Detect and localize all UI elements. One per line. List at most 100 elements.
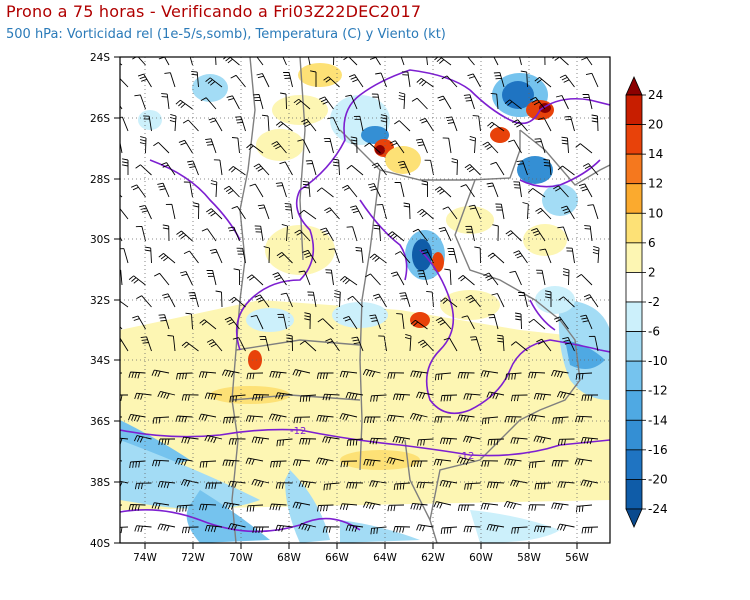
wind-barb [246,143,264,154]
wind-barb [369,480,387,488]
wind-barb [157,390,176,400]
wind-barb [322,436,340,444]
wind-barb [350,136,358,154]
wind-barb [372,293,387,308]
graticule [120,57,610,543]
wind-barb [387,231,405,242]
wind-barb [284,203,293,220]
wind-barb [139,204,152,220]
wind-barb [340,460,358,468]
wind-barb [528,460,546,469]
colorbar-label: -16 [648,443,668,457]
colorbar-max-arrow [625,76,643,96]
wind-barb [339,413,358,421]
wind-barb [328,248,340,264]
colorbar-swatch [625,242,643,273]
wind-barb [316,372,334,379]
wind-barb [554,316,569,330]
wind-barb [275,482,293,489]
wind-barb [209,248,223,264]
wind-barb [493,57,499,66]
wind-barb [444,268,452,286]
colorbar-swatch [625,479,643,510]
wind-barb [128,371,146,379]
wind-barb [275,182,287,198]
wind-barb [222,501,240,510]
wind-barb [224,316,240,330]
wind-barb [332,158,340,176]
wind-barb [529,96,546,110]
wind-barb [181,436,199,444]
lat-label: 32S [90,295,110,307]
wind-barb [457,372,475,379]
wind-barb [301,118,317,132]
wind-barb [158,57,170,66]
wind-barb [443,337,458,352]
colorbar-swatch [625,272,643,303]
wind-barb [551,502,569,510]
wind-barb [562,268,570,286]
wind-barb [210,180,218,198]
wind-barb [245,415,264,423]
wind-barb [447,247,458,264]
wind-barb [198,413,217,421]
wind-barb [292,369,311,377]
wind-barb [461,315,475,330]
wind-barb [286,334,293,352]
wind-barb [153,142,170,154]
wind-barb [157,182,170,198]
wind-barb [369,253,387,264]
wind-barb [355,247,364,264]
map-subtitle: 500 hPa: Vorticidad rel (1e-5/s,somb), T… [6,27,446,42]
wind-barb [378,335,387,352]
wind-barb [140,336,152,352]
wind-barb [585,72,599,88]
wind-barb [516,160,528,176]
wind-barb [410,460,428,467]
wind-barb [533,525,552,533]
colorbar-label: -14 [648,413,668,427]
wind-barb [538,117,552,132]
wind-barb [553,185,569,198]
colorbar-label: 2 [648,265,656,279]
wind-barb [231,137,240,154]
wind-barb [404,333,412,352]
wind-barb [206,339,223,352]
wind-barb [204,524,223,533]
wind-barb [246,274,264,286]
wind-barb [543,159,552,176]
wind-barb [370,394,387,402]
colorbar-label: -24 [648,502,668,516]
wind-barb [558,296,575,308]
lon-label: 68W [277,552,301,564]
wind-barb [504,416,522,423]
wind-barb [481,416,499,425]
wind-barb [575,143,593,154]
wind-barb [442,137,452,154]
wind-barb [560,205,575,220]
colorbar-swatch [625,212,643,244]
wind-barb [317,504,334,512]
wind-barb [387,504,405,512]
wind-barb [175,457,193,466]
wind-barb [158,253,176,264]
colorbar-label: 12 [648,177,663,191]
wind-barb [591,114,599,132]
wind-barb [279,161,293,176]
wind-barb [513,250,528,264]
wind-barb [226,95,240,110]
wind-barb [534,138,546,154]
wind-barb [583,294,599,308]
wind-barb [236,247,246,264]
wind-barb [128,275,146,286]
wind-barb [120,300,129,308]
wind-barb [206,208,223,220]
wind-barb [505,372,522,381]
colorbar-label: 6 [648,236,656,250]
wind-barb [175,99,193,110]
wind-barb [508,139,522,154]
colorbar-swatch [625,153,643,185]
wind-barb [245,457,264,465]
wind-barb [253,163,270,176]
wind-barb [557,481,575,489]
